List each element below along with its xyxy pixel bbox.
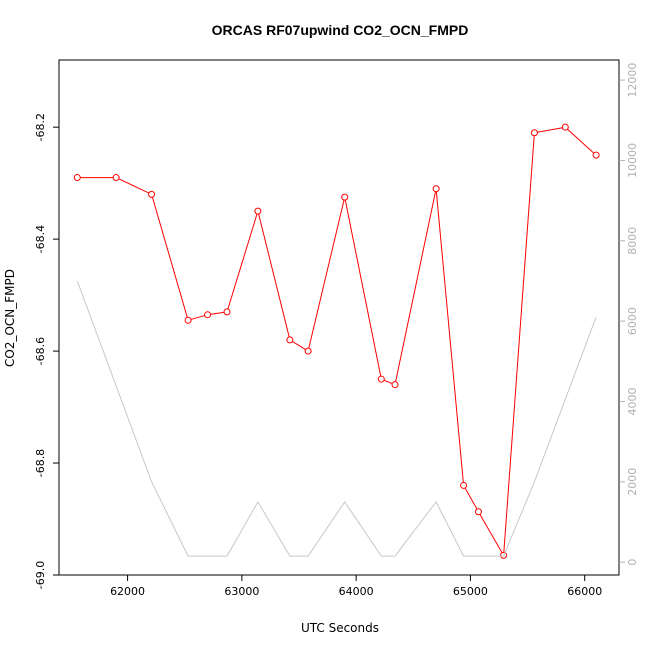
data-point	[460, 481, 468, 489]
y-axis: -69.0 -68.8 -68.6 -68.4 -68.2	[34, 113, 59, 589]
data-point	[561, 123, 569, 131]
data-point	[184, 316, 192, 324]
data-point	[112, 174, 120, 182]
y2-tick-label: 6000	[626, 307, 639, 335]
y-tick-label: -68.4	[34, 225, 47, 253]
y2-tick-label: 4000	[626, 387, 639, 415]
data-point	[304, 347, 312, 355]
y-tick-label: -68.6	[34, 337, 47, 365]
y2-tick-label: 2000	[626, 468, 639, 496]
x-axis: 62000 63000 64000 65000 66000	[110, 575, 602, 598]
x-tick-label: 65000	[453, 585, 488, 598]
data-point	[377, 375, 385, 383]
y-tick-label: -68.2	[34, 113, 47, 141]
y2-tick-label: 8000	[626, 227, 639, 255]
data-point	[254, 207, 262, 215]
y-tick-label: -69.0	[34, 561, 47, 589]
data-point	[204, 311, 212, 319]
data-point	[223, 308, 231, 316]
y-tick-label: -68.8	[34, 449, 47, 477]
series-layer	[73, 123, 600, 559]
x-tick-label: 64000	[339, 585, 374, 598]
plot-frame	[58, 59, 620, 576]
y2-tick-label: 12000	[626, 63, 639, 98]
x-tick-label: 63000	[224, 585, 259, 598]
x-tick-label: 62000	[110, 585, 145, 598]
data-point	[530, 129, 538, 137]
data-point	[73, 174, 81, 182]
data-point	[474, 508, 482, 516]
y-axis-label: CO2_OCN_FMPD	[3, 269, 17, 367]
y2-axis: 0 2000 4000 6000 8000 10000 12000	[619, 63, 639, 566]
data-point	[148, 190, 156, 198]
data-point	[391, 381, 399, 389]
data-point	[341, 193, 349, 201]
x-tick-label: 66000	[567, 585, 602, 598]
x-axis-label: UTC Seconds	[301, 621, 379, 635]
data-point	[592, 151, 600, 159]
data-point	[432, 185, 440, 193]
y2-tick-label: 10000	[626, 143, 639, 178]
data-point	[286, 336, 294, 344]
chart-title: ORCAS RF07upwind CO2_OCN_FMPD	[212, 22, 469, 38]
series-line-2	[76, 280, 597, 557]
series-line-1	[77, 126, 597, 558]
y2-tick-label: 0	[626, 559, 639, 566]
